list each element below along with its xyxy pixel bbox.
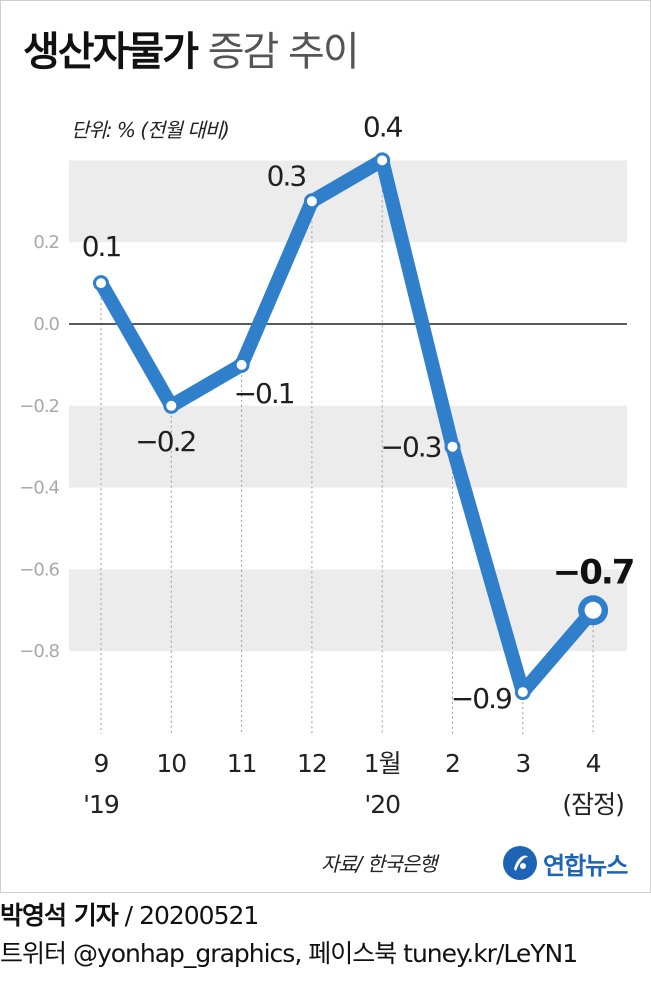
chart-frame: 생산자물가 증감 추이 −0.8 −0.6 −0.4 −0.2 0.0 0.2 0.1 −0… <box>0 0 651 893</box>
x-tick-label: 2 <box>445 749 460 778</box>
data-label: −0.7 <box>553 552 634 592</box>
credit-line: 박영석 기자 / 20200521 <box>0 897 651 935</box>
x-tick-label: 3 <box>515 749 530 778</box>
line-chart: −0.8 −0.6 −0.4 −0.2 0.0 0.2 0.1 −0.2 −0.1 0.3 0.4… <box>19 110 636 876</box>
category-guides <box>100 160 594 734</box>
x-tick-label: 11 <box>227 749 257 778</box>
data-labels: 0.1 −0.2 −0.1 0.3 0.4 −0.3 −0.9 −0.7 <box>82 110 636 715</box>
x-tick-label: 9 <box>94 749 109 778</box>
source-label: 자료/ 한국은행 <box>321 852 440 876</box>
x-tick-sublabel: '19 <box>83 790 119 819</box>
grid-band-1 <box>69 405 627 488</box>
data-points <box>93 152 609 701</box>
yonhap-logo: 연합뉴스 <box>501 844 628 882</box>
y-tick-label: −0.8 <box>19 641 59 662</box>
chart-title: 생산자물가 증감 추이 <box>23 19 360 77</box>
x-axis-ticks: 9 '19 10 11 12 1월 '20 2 3 4 (잠정) <box>83 749 625 819</box>
data-point-inner <box>306 196 317 207</box>
logo-name: 연합뉴스 <box>543 851 628 880</box>
x-tick-sublabel: '20 <box>364 790 400 819</box>
series-line <box>94 153 601 700</box>
y-axis-ticks: −0.8 −0.6 −0.4 −0.2 0.0 0.2 <box>19 232 60 662</box>
data-label: −0.1 <box>234 377 294 410</box>
social-line: 트위터 @yonhap_graphics, 페이스북 tuney.kr/LeYN… <box>0 939 578 968</box>
data-label: 0.3 <box>267 159 306 192</box>
yonhap-logo-icon <box>503 846 537 880</box>
x-tick-label: 10 <box>156 749 186 778</box>
data-point-inner <box>584 601 602 619</box>
data-label: 0.4 <box>363 110 403 143</box>
footer: 박영석 기자 / 20200521 트위터 @yonhap_graphics, … <box>0 897 651 973</box>
x-tick-sublabel: (잠정) <box>562 790 624 819</box>
data-label: −0.9 <box>451 682 511 715</box>
y-tick-label: 0.0 <box>33 314 59 335</box>
reporter-name: 박영석 기자 <box>0 901 119 930</box>
grid-band-2 <box>69 569 627 652</box>
data-label: 0.1 <box>82 230 121 263</box>
data-point-inner <box>447 441 458 452</box>
x-tick-label: 4 <box>586 749 601 778</box>
x-tick-label: 1월 <box>364 749 401 778</box>
unit-label: 단위: % (전월 대비) <box>71 118 229 142</box>
title-bold: 생산자물가 <box>23 29 199 75</box>
publish-date: 20200521 <box>139 901 259 930</box>
x-tick-label: 12 <box>297 749 327 778</box>
title-light: 증감 추이 <box>207 29 360 75</box>
data-point-inner <box>166 400 177 411</box>
y-tick-label: −0.4 <box>19 478 59 499</box>
data-label: −0.3 <box>381 431 441 464</box>
credit-separator: / <box>124 901 134 930</box>
data-point-inner <box>96 278 106 289</box>
data-point-inner <box>236 359 247 370</box>
grid-bands <box>69 160 627 652</box>
data-point-inner <box>517 687 528 698</box>
y-tick-label: 0.2 <box>33 232 59 253</box>
data-point-inner <box>377 155 388 166</box>
y-tick-label: −0.2 <box>19 396 59 417</box>
y-tick-label: −0.6 <box>19 559 59 580</box>
data-label: −0.2 <box>135 425 195 458</box>
